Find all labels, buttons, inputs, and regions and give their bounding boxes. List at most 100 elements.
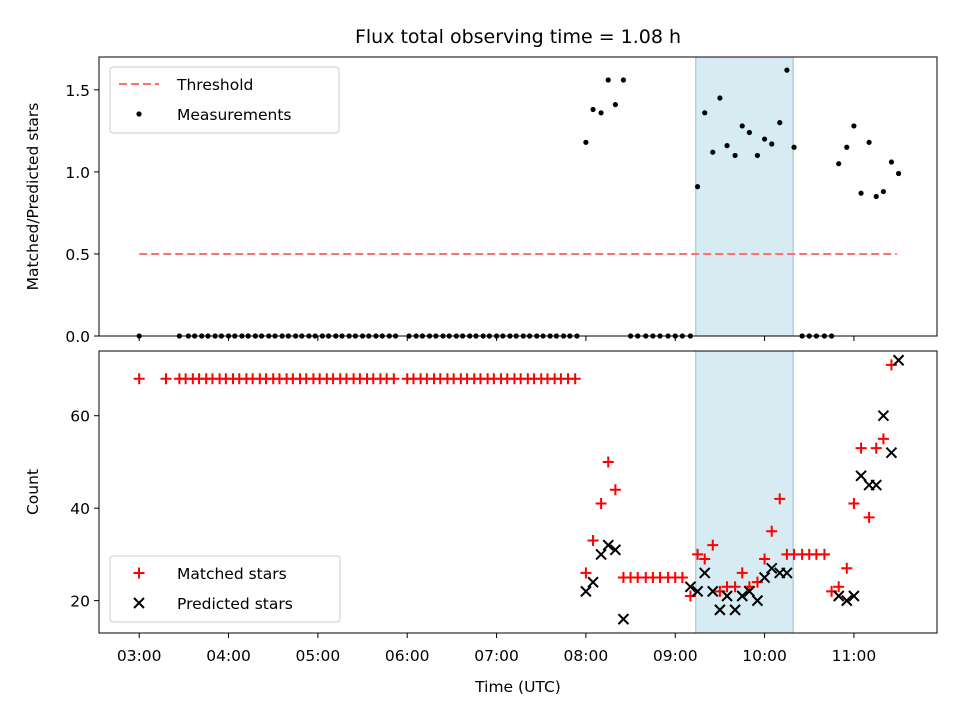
data-point — [598, 110, 604, 116]
y-tick-label: 1.0 — [65, 164, 90, 182]
legend-label: Threshold — [176, 76, 253, 94]
data-point — [717, 95, 723, 101]
x-tick-label: 08:00 — [564, 647, 609, 665]
matched-point — [870, 442, 882, 454]
data-point — [620, 77, 627, 83]
matched-point — [877, 433, 889, 445]
legend-label: Matched stars — [177, 565, 287, 583]
data-point — [791, 144, 797, 150]
data-point — [836, 161, 842, 167]
matched-point — [676, 572, 688, 584]
predicted-point — [587, 576, 599, 588]
legend-box — [109, 66, 340, 134]
predicted-point — [580, 585, 592, 598]
predicted-point — [609, 544, 622, 556]
data-point — [590, 106, 596, 113]
matched-point — [818, 548, 830, 560]
predicted-point — [892, 354, 905, 366]
matched-point — [602, 456, 614, 468]
data-point — [732, 152, 738, 159]
matched-point — [833, 581, 845, 593]
matched-point — [729, 581, 741, 593]
x-tick-label: 11:00 — [832, 647, 877, 665]
matched-point — [841, 562, 853, 574]
legend-swatch — [133, 567, 145, 579]
predicted-point — [602, 539, 614, 551]
x-axis-label: Time (UTC) — [474, 678, 561, 696]
matched-point — [580, 567, 592, 579]
x-tick-label: 03:00 — [117, 647, 162, 665]
predicted-point — [714, 604, 726, 616]
matched-point — [759, 553, 771, 565]
data-point — [746, 129, 752, 136]
matched-point — [707, 539, 719, 551]
predicted-point — [751, 594, 764, 607]
data-point — [739, 123, 745, 129]
predicted-point — [885, 446, 898, 459]
plot-frame — [98, 350, 938, 634]
x-tick-label: 06:00 — [385, 647, 430, 665]
data-point — [873, 193, 879, 200]
data-point — [895, 170, 902, 177]
predicted-point — [781, 567, 793, 579]
matched-point — [774, 493, 786, 505]
predicted-point — [736, 590, 748, 602]
predicted-point — [877, 410, 890, 422]
matched-point — [609, 484, 621, 496]
panel-ratio: 0.0 0.5 1.0 1.5 Matched/Predicted stars Thres… — [24, 56, 938, 346]
predicted-point — [691, 585, 704, 598]
y-tick-label: 1.5 — [65, 82, 90, 100]
y-axis-label: Count — [24, 469, 42, 515]
matched-point — [133, 373, 145, 385]
data-point — [605, 77, 611, 83]
predicted-point — [699, 567, 711, 579]
y-tick-label: 20 — [70, 593, 90, 611]
data-point — [583, 139, 589, 145]
matched-point — [736, 567, 748, 579]
x-tick-label: 04:00 — [206, 647, 251, 665]
matched-point — [863, 511, 875, 523]
data-point — [769, 141, 775, 147]
highlight-span — [695, 350, 794, 634]
predicted-point — [743, 585, 756, 598]
predicted-point — [707, 585, 719, 598]
predicted-point — [766, 562, 778, 574]
matched-point — [848, 498, 860, 510]
data-point — [754, 152, 761, 159]
matched-point — [692, 548, 704, 560]
legend-box — [109, 555, 341, 623]
legend-label: Measurements — [177, 106, 292, 124]
matched-point — [569, 373, 581, 385]
data-point — [694, 184, 701, 190]
predicted-point — [841, 594, 853, 607]
data-point — [702, 110, 708, 116]
plot-frame — [98, 56, 938, 337]
predicted-point — [617, 613, 630, 625]
y-tick-label: 0.0 — [65, 328, 90, 346]
legend: Matched stars Predicted stars — [109, 555, 341, 623]
data-point — [858, 190, 864, 196]
predicted-point — [595, 548, 607, 561]
data-point — [880, 188, 886, 195]
legend-label: Predicted stars — [177, 595, 293, 613]
data-point — [710, 149, 716, 155]
matched-point — [160, 373, 172, 385]
y-tick-label: 60 — [70, 408, 90, 426]
predicted-point — [870, 479, 882, 491]
data-point — [784, 67, 790, 73]
y-tick-label: 0.5 — [65, 246, 90, 264]
predicted-point — [729, 604, 741, 616]
data-point — [866, 139, 872, 145]
data-point — [777, 120, 783, 126]
data-point — [612, 101, 618, 108]
predicted-point — [833, 590, 845, 602]
x-tick-label: 10:00 — [742, 647, 787, 665]
matched-point — [587, 535, 599, 547]
data-point — [724, 143, 730, 149]
panel-count: 20 40 60 03:00 04:00 05:00 06:00 07:00 08:00 09:0… — [24, 350, 938, 665]
data-point — [851, 123, 857, 129]
data-point — [888, 159, 895, 165]
legend: Threshold Measurements — [109, 66, 340, 134]
matched-point — [699, 553, 711, 565]
